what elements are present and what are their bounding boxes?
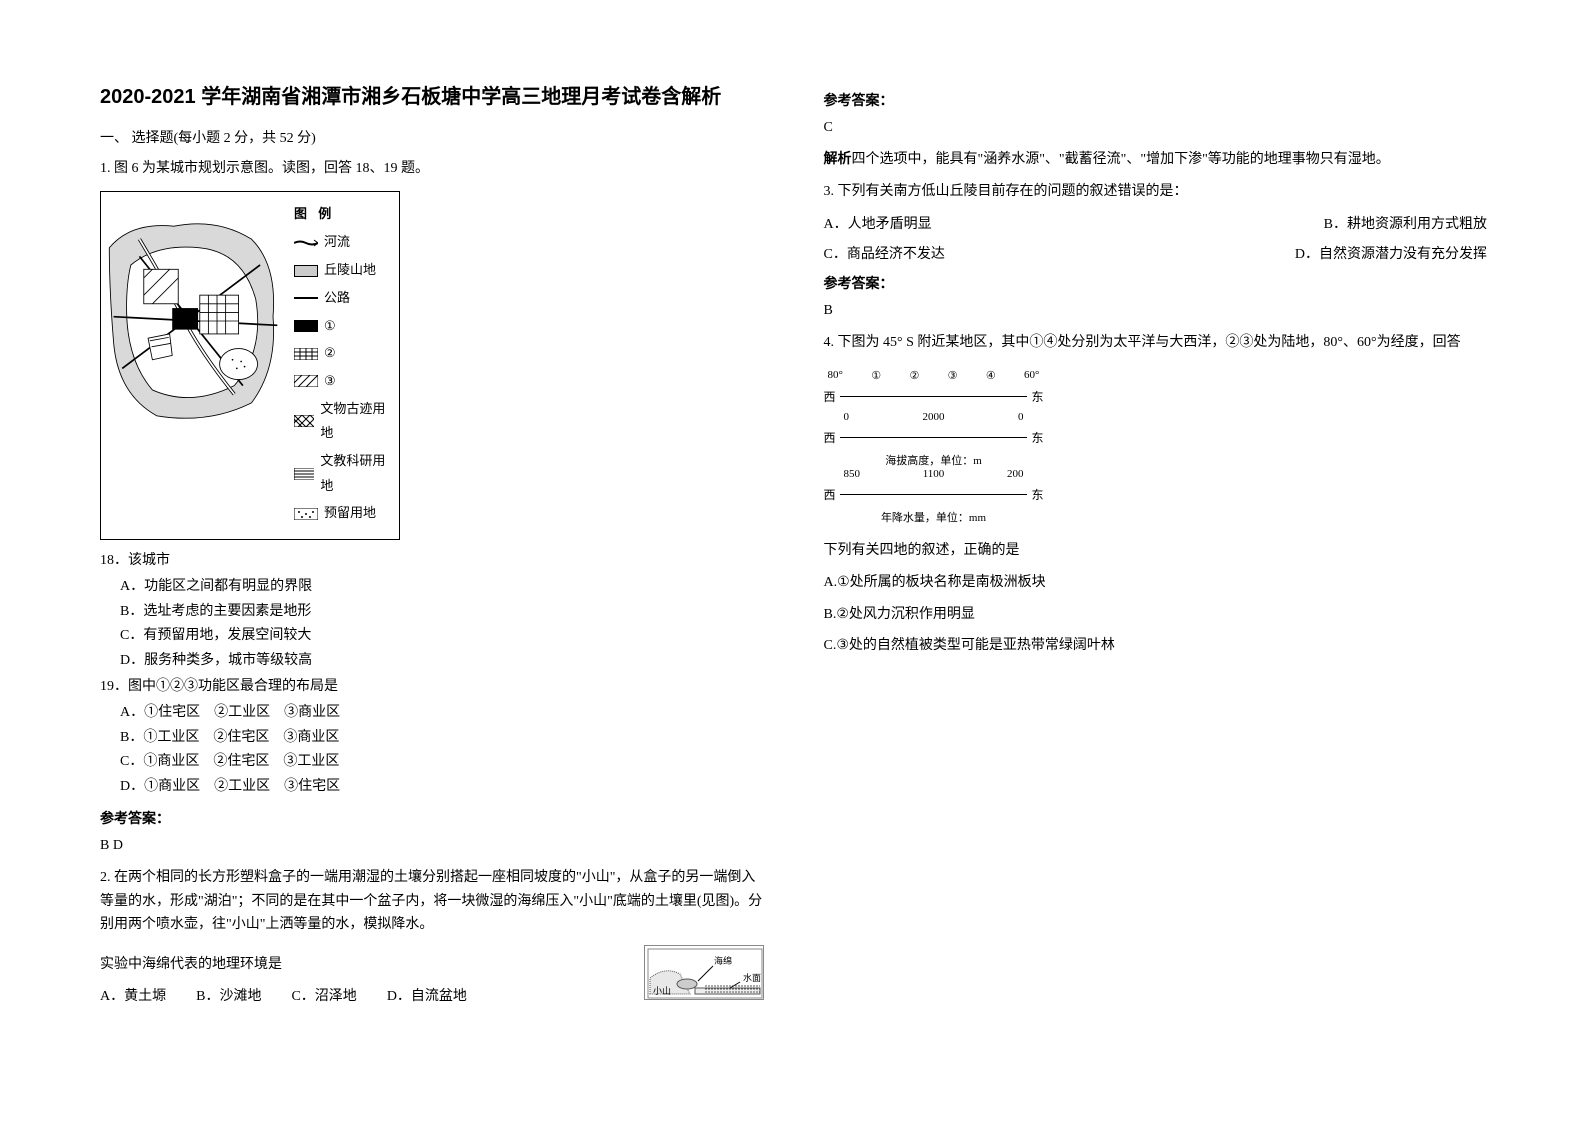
- legend-zone1: ①: [294, 314, 387, 339]
- legend-label: 公路: [324, 286, 350, 311]
- q4-opt-c: C.③处的自然植被类型可能是亚热带常绿阔叶林: [824, 634, 1488, 658]
- legend-box: 图 例 河流 丘陵山地 公路 ①: [286, 196, 395, 535]
- q2-answer: C: [824, 116, 1488, 140]
- q1-answer: B D: [100, 834, 764, 858]
- axis3-line: [840, 494, 1028, 495]
- page-container: 2020-2021 学年湖南省湘潭市湘乡石板塘中学高三地理月考试卷含解析 一、 …: [100, 80, 1487, 1013]
- axis3-caption: 年降水量，单位：mm: [824, 509, 1044, 525]
- legend-river: 河流: [294, 230, 387, 255]
- q4-opt-a: A.①处所属的板块名称是南极洲板块: [824, 571, 1488, 595]
- legend-edu: 文教科研用地: [294, 449, 387, 498]
- q18-opt-d: D．服务种类多，城市等级较高: [120, 650, 764, 672]
- axis1-line: [840, 396, 1028, 397]
- q3-opt-d: D．自然资源潜力没有充分发挥: [1295, 243, 1487, 263]
- q2-intro: 2. 在两个相同的长方形塑料盒子的一端用潮湿的土壤分别搭起一座相同坡度的"小山"…: [100, 866, 764, 937]
- q2-options: A．黄土塬 B．沙滩地 C．沼泽地 D．自流盆地: [100, 985, 634, 1005]
- q3-opt-a: A．人地矛盾明显: [824, 213, 932, 233]
- q3-row2: C．商品经济不发达 D．自然资源潜力没有充分发挥: [824, 243, 1488, 263]
- q3-row1: A．人地矛盾明显 B．耕地资源利用方式粗放: [824, 213, 1488, 233]
- q2-opt-d: D．自流盆地: [387, 985, 467, 1005]
- q4-opt-b: B.②处风力沉积作用明显: [824, 603, 1488, 627]
- q19-opt-a: A．①住宅区 ②工业区 ③商业区: [120, 702, 764, 724]
- q18-stem: 18．该城市: [100, 550, 764, 572]
- q19-opt-c: C．①商业区 ②住宅区 ③工业区: [120, 751, 764, 773]
- city-map-svg: [105, 196, 286, 446]
- q1-answer-label: 参考答案：: [100, 808, 764, 828]
- sponge-label: 海绵: [714, 955, 732, 966]
- q3-opt-c: C．商品经济不发达: [824, 243, 945, 263]
- right-column: 参考答案： C 解析四个选项中，能具有"涵养水源"、"截蓄径流"、"增加下渗"等…: [824, 80, 1488, 1013]
- q18-opt-a: A．功能区之间都有明显的界限: [120, 576, 764, 598]
- q3-stem: 3. 下列有关南方低山丘陵目前存在的问题的叙述错误的是：: [824, 180, 1488, 204]
- page-title: 2020-2021 学年湖南省湘潭市湘乡石板塘中学高三地理月考试卷含解析: [100, 80, 764, 109]
- section-heading: 一、 选择题(每小题 2 分，共 52 分): [100, 127, 764, 147]
- q3-opt-b: B．耕地资源利用方式粗放: [1324, 213, 1487, 233]
- legend-label: 预留用地: [324, 501, 376, 526]
- map-drawing: [105, 196, 286, 446]
- left-column: 2020-2021 学年湖南省湘潭市湘乡石板塘中学高三地理月考试卷含解析 一、 …: [100, 80, 764, 1013]
- legend-label: 河流: [324, 230, 350, 255]
- q2-figure: 海绵 水面 小山: [644, 945, 764, 1000]
- hill-label: 小山: [653, 986, 671, 996]
- q4-subq: 下列有关四地的叙述，正确的是: [824, 539, 1488, 563]
- q1-intro: 1. 图 6 为某城市规划示意图。读图，回答 18、19 题。: [100, 157, 764, 181]
- q1-figure: 图 例 河流 丘陵山地 公路 ①: [100, 191, 400, 540]
- legend-label: ②: [324, 341, 336, 366]
- legend-title: 图 例: [294, 202, 387, 227]
- q4-chart: 80° ① ② ③ ④ 60° 西 东 0 2000 0 西 东: [824, 369, 1044, 525]
- q2-answer-label: 参考答案：: [824, 90, 1488, 110]
- legend-road: 公路: [294, 286, 387, 311]
- water-label: 水面: [743, 972, 761, 983]
- axis3-ticks: 850 1100 200: [824, 468, 1044, 480]
- q18-opt-c: C．有预留用地，发展空间较大: [120, 625, 764, 647]
- legend-heritage: 文物古迹用地: [294, 397, 387, 446]
- axis2-line: [840, 437, 1028, 438]
- q2-opt-b: B．沙滩地: [196, 985, 261, 1005]
- axis2-ticks: 0 2000 0: [824, 411, 1044, 423]
- legend-label: 丘陵山地: [324, 258, 376, 283]
- analysis-label: 解析: [824, 152, 852, 167]
- legend-hill: 丘陵山地: [294, 258, 387, 283]
- axis2-caption: 海拔高度，单位：m: [824, 452, 1044, 468]
- q19-opt-b: B．①工业区 ②住宅区 ③商业区: [120, 727, 764, 749]
- q3-answer-label: 参考答案：: [824, 273, 1488, 293]
- q2-opt-a: A．黄土塬: [100, 985, 166, 1005]
- q2-opt-c: C．沼泽地: [291, 985, 356, 1005]
- legend-zone3: ③: [294, 369, 387, 394]
- legend-reserve: 预留用地: [294, 501, 387, 526]
- legend-zone2: ②: [294, 341, 387, 366]
- q3-answer: B: [824, 299, 1488, 323]
- q4-stem: 4. 下图为 45° S 附近某地区，其中①④处分别为太平洋与大西洋，②③处为陆…: [824, 331, 1488, 355]
- q19-stem: 19．图中①②③功能区最合理的布局是: [100, 676, 764, 698]
- legend-label: ①: [324, 314, 336, 339]
- analysis-text: 四个选项中，能具有"涵养水源"、"截蓄径流"、"增加下渗"等功能的地理事物只有湿…: [852, 152, 1390, 167]
- legend-label: ③: [324, 369, 336, 394]
- legend-label: 文物古迹用地: [320, 397, 387, 446]
- axis1-ticks: 80° ① ② ③ ④ 60°: [824, 369, 1044, 382]
- q19-opt-d: D．①商业区 ②工业区 ③住宅区: [120, 776, 764, 798]
- q18-opt-b: B．选址考虑的主要因素是地形: [120, 601, 764, 623]
- q2-analysis: 解析四个选项中，能具有"涵养水源"、"截蓄径流"、"增加下渗"等功能的地理事物只…: [824, 148, 1488, 172]
- legend-label: 文教科研用地: [320, 449, 387, 498]
